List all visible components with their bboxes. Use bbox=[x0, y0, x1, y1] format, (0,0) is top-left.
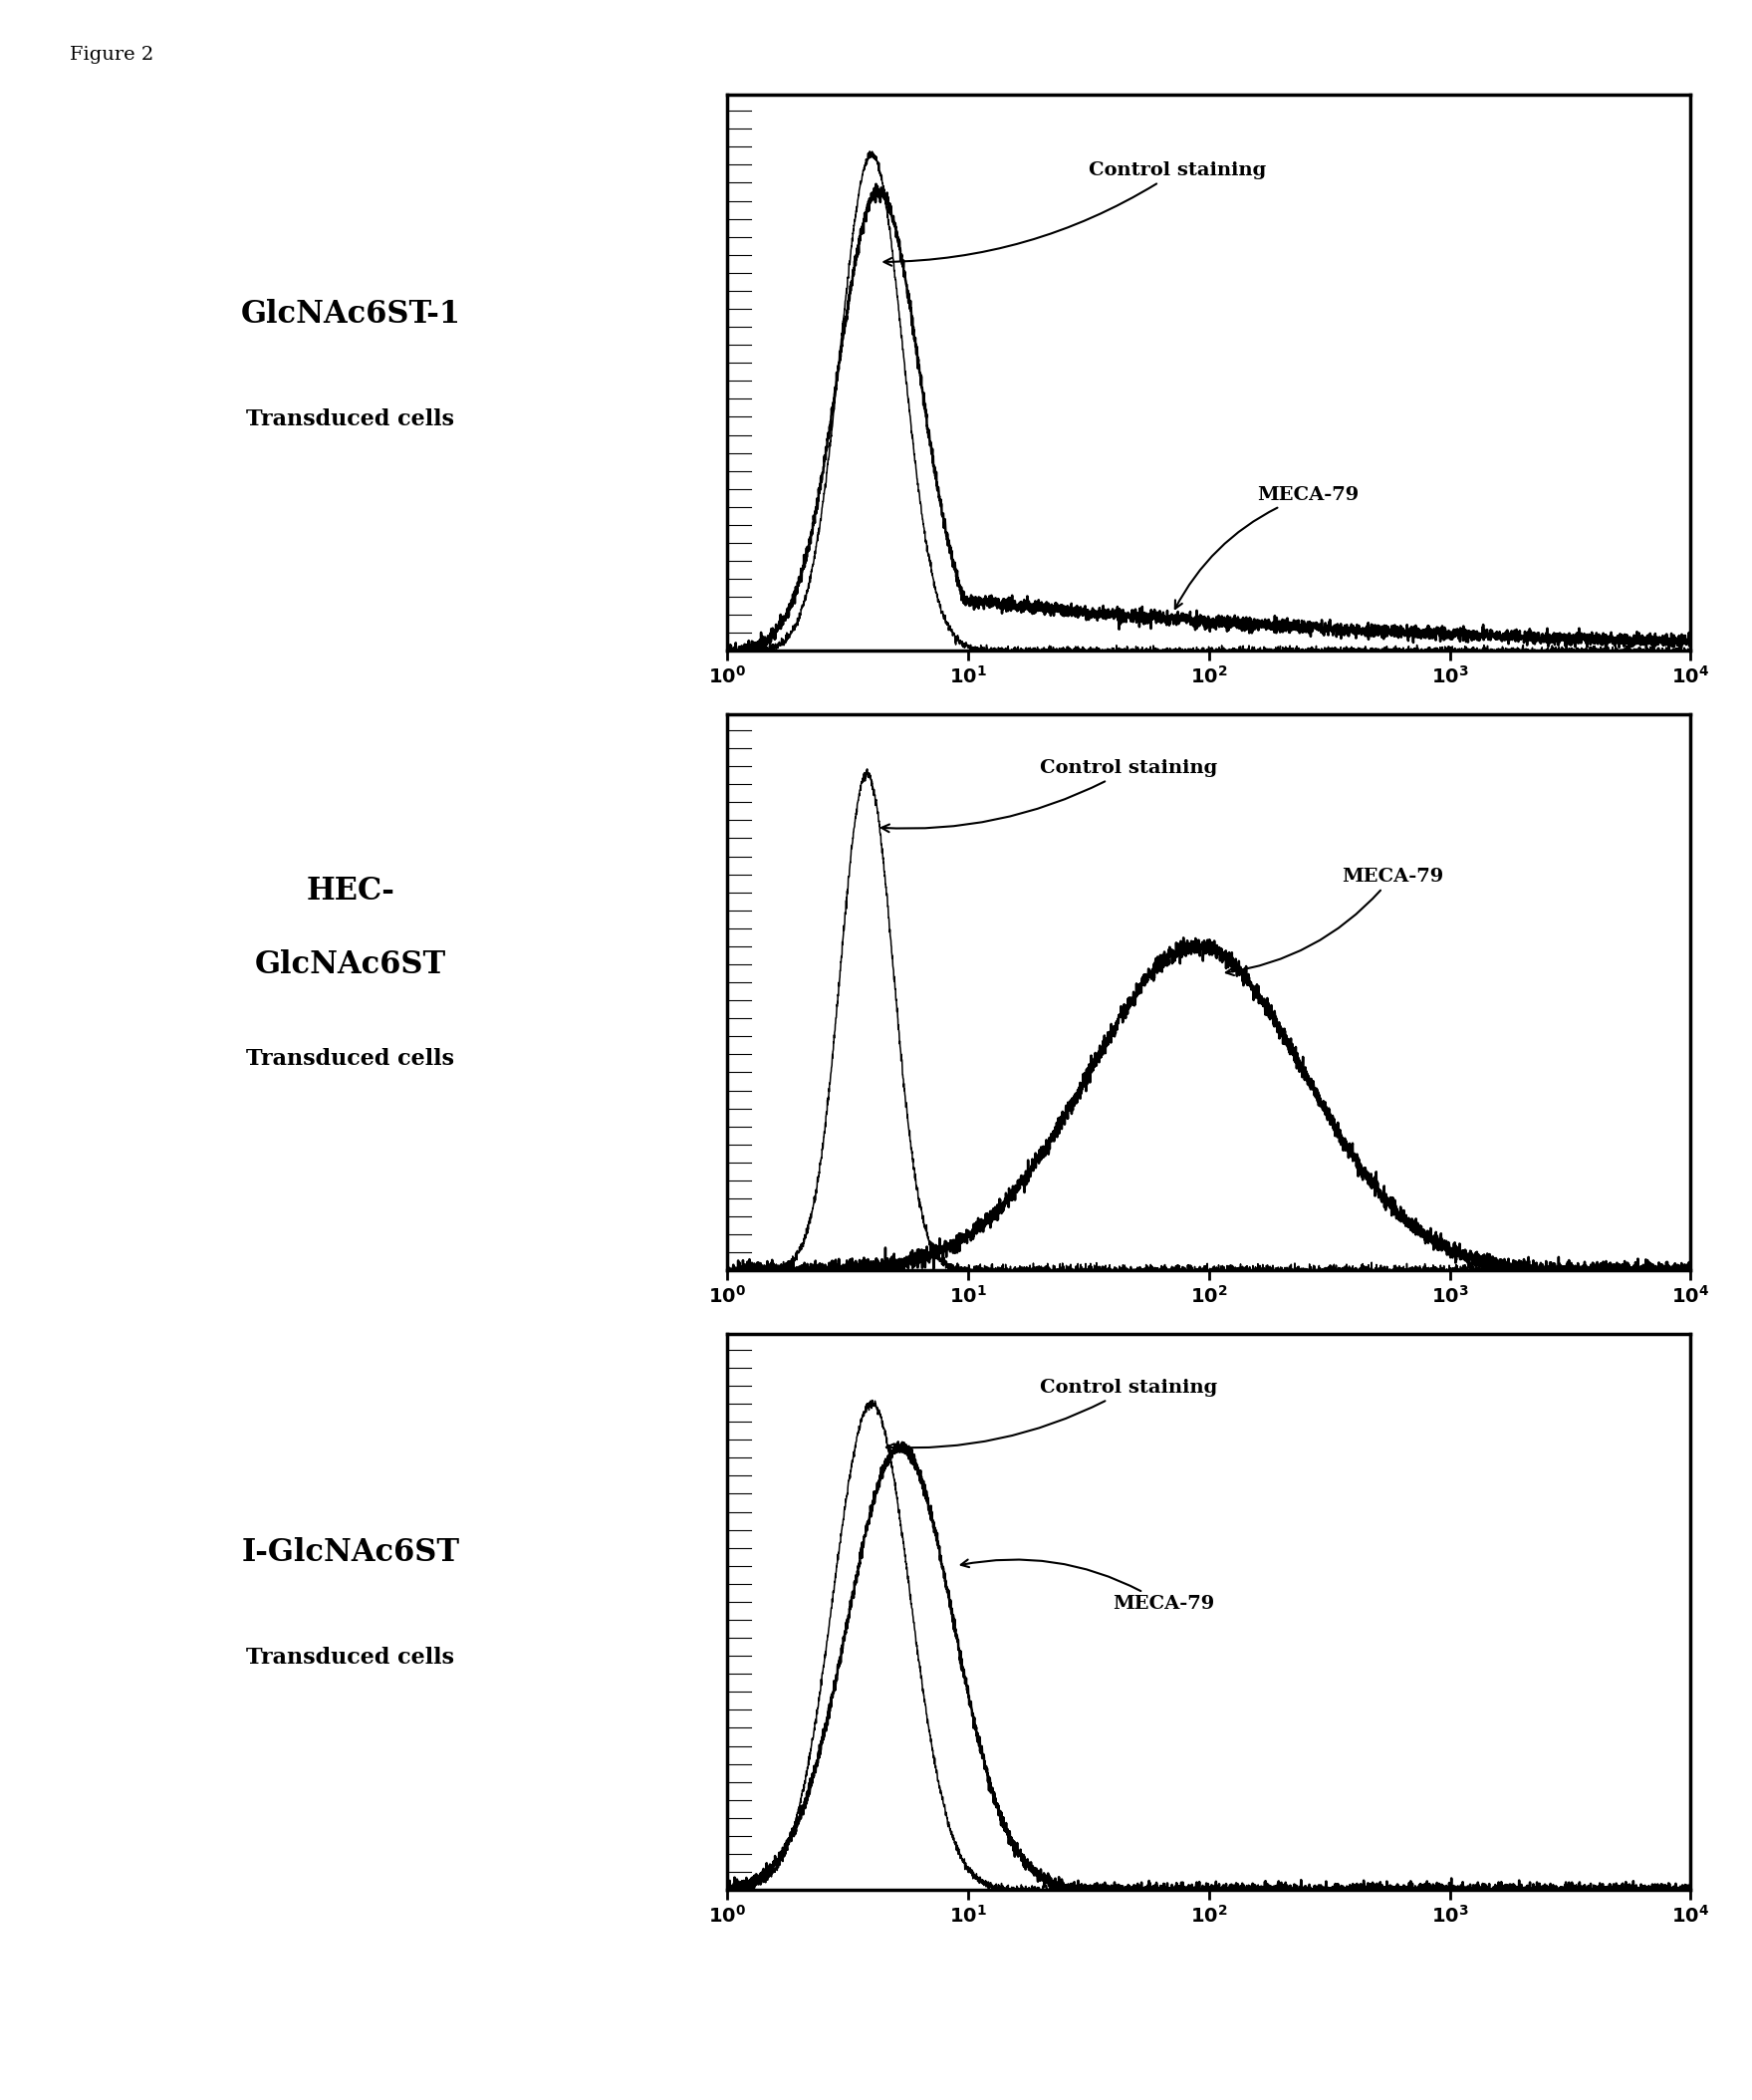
Text: HEC-: HEC- bbox=[307, 876, 394, 907]
Text: Control staining: Control staining bbox=[887, 1380, 1218, 1451]
Text: Transduced cells: Transduced cells bbox=[247, 1048, 454, 1071]
Text: Transduced cells: Transduced cells bbox=[247, 1646, 454, 1670]
Text: MECA-79: MECA-79 bbox=[960, 1560, 1214, 1613]
Text: GlcNAc6ST: GlcNAc6ST bbox=[254, 949, 447, 981]
Text: MECA-79: MECA-79 bbox=[1176, 485, 1360, 609]
Text: Figure 2: Figure 2 bbox=[70, 46, 154, 65]
Text: Control staining: Control staining bbox=[881, 760, 1218, 832]
Text: MECA-79: MECA-79 bbox=[1226, 867, 1444, 974]
Text: GlcNAc6ST-1: GlcNAc6ST-1 bbox=[240, 298, 461, 330]
Text: Control staining: Control staining bbox=[885, 162, 1267, 267]
Text: I-GlcNAc6ST: I-GlcNAc6ST bbox=[242, 1537, 459, 1569]
Text: Transduced cells: Transduced cells bbox=[247, 407, 454, 430]
